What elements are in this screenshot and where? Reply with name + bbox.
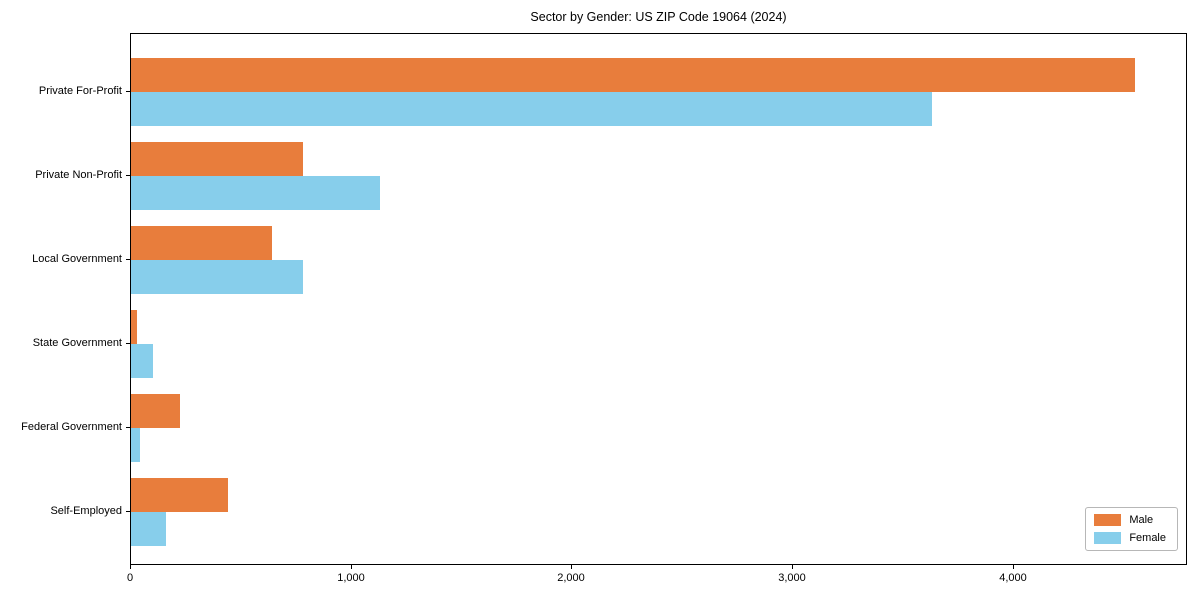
legend-swatch-male [1094, 514, 1122, 526]
bar-female-local-government [131, 260, 303, 294]
bar-male-self-employed [131, 478, 228, 512]
x-tick-mark [792, 565, 793, 569]
y-tick-label: Private Non-Profit [35, 169, 122, 181]
bar-male-state-government [131, 310, 137, 344]
x-tick-label: 0 [126, 572, 134, 584]
bar-female-self-employed [131, 512, 166, 546]
x-tick-mark [571, 565, 572, 569]
chart-title: Sector by Gender: US ZIP Code 19064 (202… [530, 10, 787, 24]
y-tick-mark [126, 343, 130, 344]
x-tick-label: 2,000 [557, 572, 585, 584]
bar-male-federal-government [131, 394, 180, 428]
legend-entry-male: Male [1094, 514, 1166, 526]
bar-female-state-government [131, 344, 153, 378]
y-tick-mark [126, 175, 130, 176]
y-tick-label: Local Government [32, 253, 122, 265]
y-axis-labels: Private For-Profit Private Non-Profit Loca… [0, 33, 122, 565]
y-tick-label: Private For-Profit [38, 85, 122, 97]
y-tick-mark [126, 259, 130, 260]
legend: Male Female [1085, 507, 1178, 551]
x-axis: 0 1,000 2,000 3,000 4,000 [126, 565, 1187, 595]
bar-female-private-non-profit [131, 176, 380, 210]
y-tick-label: Self-Employed [50, 505, 122, 517]
bar-male-private-non-profit [131, 142, 303, 176]
bar-male-private-for-profit [131, 58, 1135, 92]
x-tick-label: 3,000 [778, 572, 806, 584]
x-tick-mark [1013, 565, 1014, 569]
bar-male-local-government [131, 226, 272, 260]
x-tick-label: 4,000 [999, 572, 1027, 584]
legend-label-female: Female [1129, 532, 1166, 544]
y-tick-mark [126, 91, 130, 92]
x-tick-mark [130, 565, 131, 569]
x-tick-mark [351, 565, 352, 569]
y-tick-mark [126, 427, 130, 428]
legend-label-male: Male [1129, 514, 1154, 526]
legend-swatch-female [1094, 532, 1122, 544]
y-tick-mark [126, 511, 130, 512]
y-tick-label: State Government [32, 337, 122, 349]
y-tick-label: Federal Government [21, 421, 122, 433]
x-tick-label: 1,000 [337, 572, 365, 584]
legend-entry-female: Female [1094, 532, 1166, 544]
bar-female-private-for-profit [131, 92, 932, 126]
plot-area: Male Female [130, 33, 1187, 565]
bar-female-federal-government [131, 428, 140, 462]
